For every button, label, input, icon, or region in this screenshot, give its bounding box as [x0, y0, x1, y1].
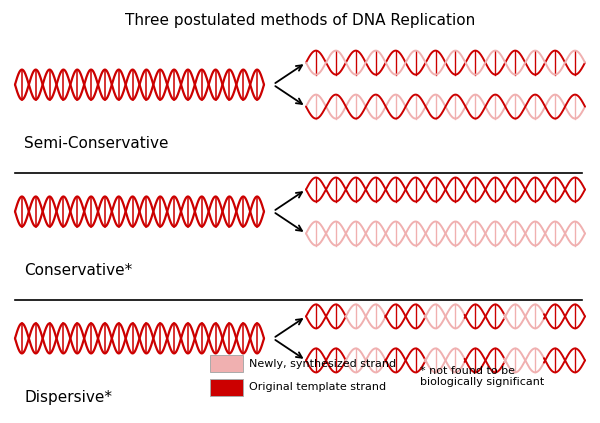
Text: * not found to be
biologically significant: * not found to be biologically significa…	[420, 365, 544, 387]
Text: Three postulated methods of DNA Replication: Three postulated methods of DNA Replicat…	[125, 13, 475, 27]
Text: Conservative*: Conservative*	[24, 263, 132, 278]
FancyBboxPatch shape	[210, 355, 243, 372]
Text: Semi-Conservative: Semi-Conservative	[24, 136, 169, 151]
Text: Newly, synthesized strand: Newly, synthesized strand	[249, 359, 396, 369]
FancyBboxPatch shape	[210, 379, 243, 396]
Text: Original template strand: Original template strand	[249, 382, 386, 392]
Text: Dispersive*: Dispersive*	[24, 390, 112, 405]
